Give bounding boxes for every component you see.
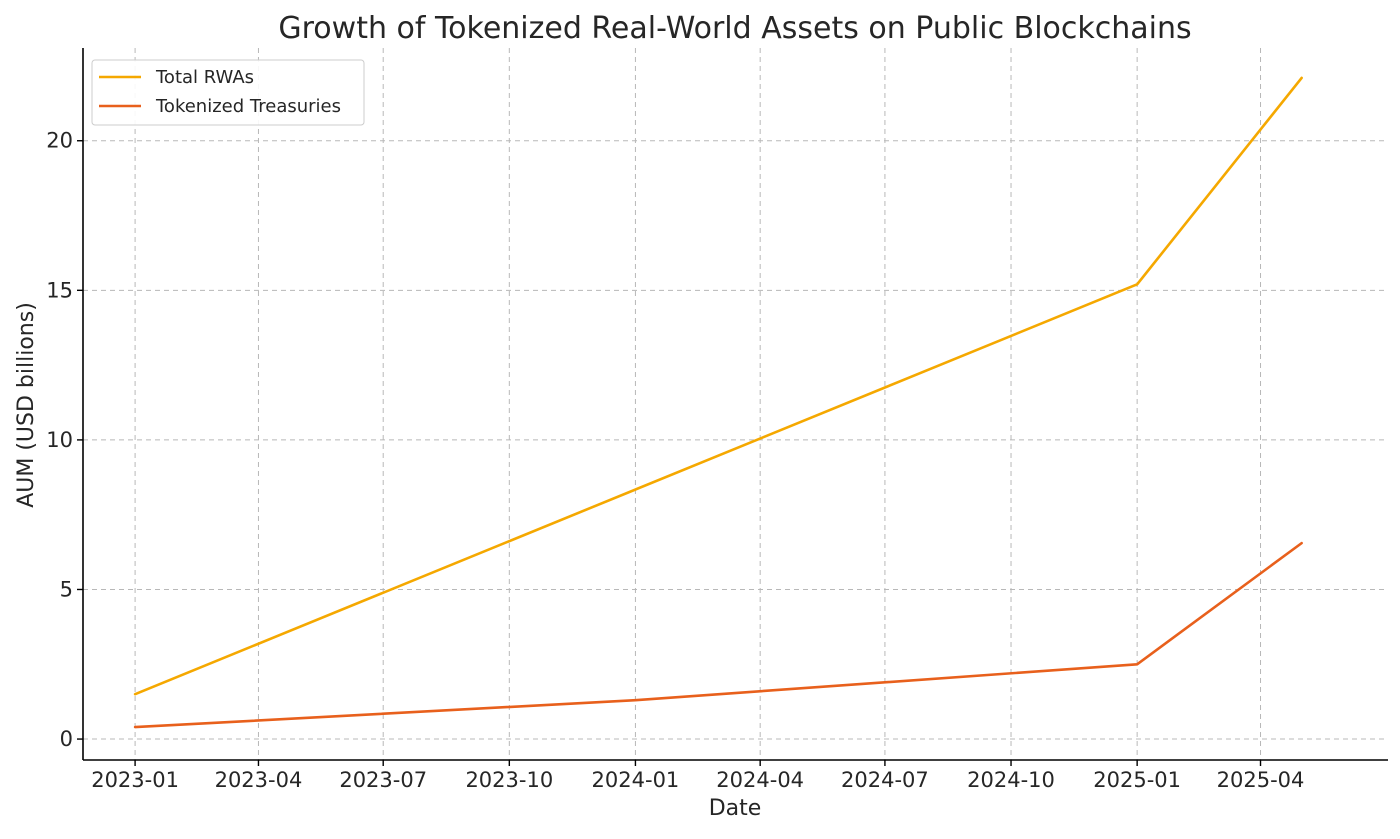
legend-label-tokenized-treasuries: Tokenized Treasuries (155, 96, 341, 117)
x-tick-label: 2023-10 (465, 768, 553, 792)
x-tick-label: 2024-10 (967, 768, 1055, 792)
x-tick-label: 2025-04 (1217, 768, 1305, 792)
x-tick-label: 2024-04 (716, 768, 804, 792)
series-line-total-rwas (133, 76, 1303, 696)
x-tick-label: 2023-01 (91, 768, 179, 792)
x-axis-label: Date (709, 796, 762, 821)
y-tick-label: 5 (60, 577, 73, 601)
x-tick-label: 2023-04 (215, 768, 303, 792)
chart-title: Growth of Tokenized Real-World Assets on… (278, 11, 1191, 46)
grid-layer (83, 48, 1388, 760)
legend-label-total-rwas: Total RWAs (155, 67, 254, 88)
y-tick-label: 0 (60, 727, 73, 751)
legend: Total RWAs Tokenized Treasuries (91, 59, 365, 126)
x-tick-label: 2024-07 (841, 768, 929, 792)
y-axis-label: AUM (USD billions) (14, 302, 39, 508)
ticks-layer: 2023-01 2023-04 2023-07 2023-10 2024-01 2024-… (46, 129, 1304, 792)
y-tick-label: 20 (46, 129, 73, 153)
y-tick-label: 15 (46, 278, 73, 302)
x-tick-label: 2024-01 (592, 768, 680, 792)
x-tick-label: 2025-01 (1093, 768, 1181, 792)
legend-frame (91, 59, 365, 126)
y-tick-label: 10 (46, 428, 73, 452)
axes-layer (82, 48, 1388, 761)
series-line-tokenized-treasuries (133, 541, 1303, 729)
x-tick-label: 2023-07 (339, 768, 427, 792)
series-layer (133, 76, 1303, 729)
